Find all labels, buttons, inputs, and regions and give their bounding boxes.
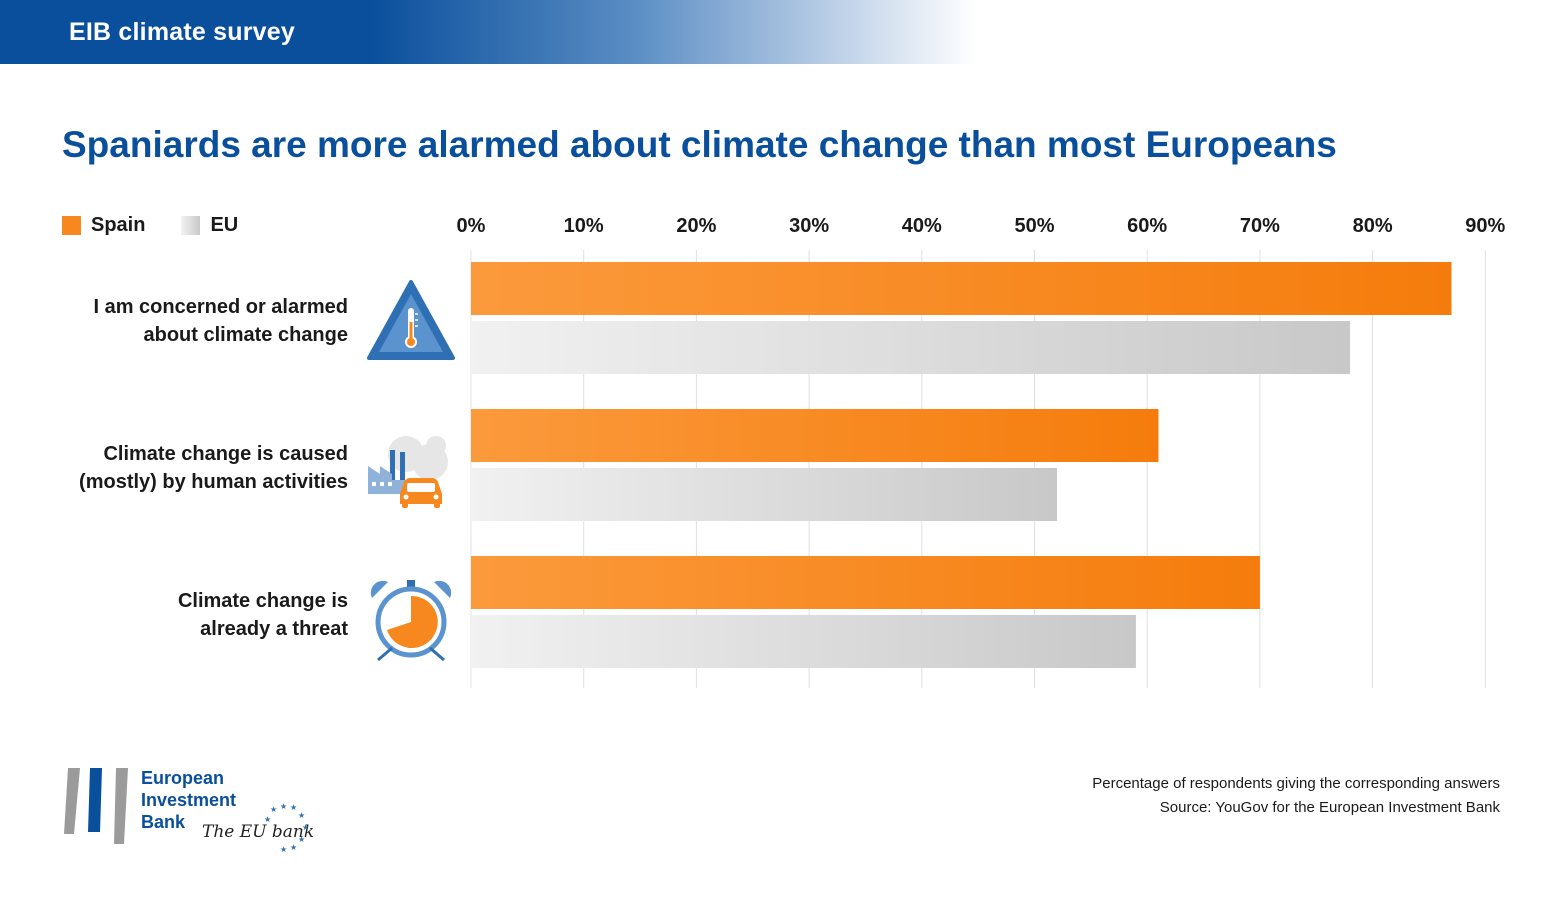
bar-spain bbox=[471, 556, 1260, 609]
bar-spain bbox=[471, 409, 1159, 462]
legend-label-eu: EU bbox=[210, 213, 239, 236]
eu-stars-icon: ★ ★ ★ ★★★ ★★★ bbox=[264, 802, 309, 854]
x-tick-labels: 0% 10% 20% 30% 40% 50% 60% 70% 80% 90% bbox=[457, 215, 1506, 237]
x-tick-label: 40% bbox=[902, 215, 942, 237]
row-label-threat: Climate change is already a threat bbox=[28, 587, 348, 643]
x-tick-label: 10% bbox=[564, 215, 604, 237]
x-tick-label: 60% bbox=[1127, 215, 1167, 237]
svg-text:★: ★ bbox=[290, 843, 297, 852]
x-tick-label: 30% bbox=[789, 215, 829, 237]
x-tick-label: 70% bbox=[1240, 215, 1280, 237]
bar-eu bbox=[471, 321, 1351, 374]
x-tick-label: 20% bbox=[676, 215, 716, 237]
eib-logo-mark-icon bbox=[64, 768, 128, 844]
footnote-source: Source: YouGov for the European Investme… bbox=[1159, 799, 1500, 816]
svg-text:★: ★ bbox=[280, 802, 287, 811]
svg-text:★: ★ bbox=[290, 803, 297, 812]
row-label-line: Climate change is caused bbox=[103, 443, 348, 465]
row-label-line: Climate change is bbox=[177, 590, 348, 612]
x-tick-label: 90% bbox=[1465, 215, 1505, 237]
x-tick-label: 80% bbox=[1353, 215, 1393, 237]
row-label-line: already a threat bbox=[200, 618, 348, 640]
legend-item-spain: Spain bbox=[62, 214, 145, 237]
bar-spain bbox=[471, 262, 1452, 315]
legend-item-eu: EU bbox=[181, 214, 238, 237]
svg-text:★: ★ bbox=[270, 805, 277, 814]
x-tick-label: 50% bbox=[1014, 215, 1054, 237]
svg-text:★: ★ bbox=[298, 811, 305, 820]
bar-eu bbox=[471, 615, 1136, 668]
row-label-line: (mostly) by human activities bbox=[79, 471, 348, 493]
footnote-description: Percentage of respondents giving the cor… bbox=[1092, 775, 1500, 792]
row-label-line: about climate change bbox=[143, 324, 349, 346]
header-band bbox=[0, 0, 975, 64]
logo-text-investment: Investment bbox=[141, 790, 237, 810]
row-label-concerned: I am concerned or alarmed about climate … bbox=[28, 293, 348, 349]
x-tick-label: 0% bbox=[457, 215, 486, 237]
header-title: EIB climate survey bbox=[69, 18, 295, 46]
bar-eu bbox=[471, 468, 1058, 521]
row-label-line: I am concerned or alarmed bbox=[93, 296, 348, 318]
row-label-human-caused: Climate change is caused (mostly) by hum… bbox=[28, 440, 348, 496]
factory-car-pollution-icon bbox=[368, 436, 448, 508]
chart-legend: Spain EU bbox=[62, 212, 274, 238]
svg-text:★: ★ bbox=[298, 835, 305, 844]
legend-swatch-spain bbox=[62, 215, 81, 235]
svg-text:★: ★ bbox=[264, 815, 271, 824]
svg-text:★: ★ bbox=[302, 823, 309, 832]
logo-text-bank: Bank bbox=[141, 812, 186, 832]
svg-text:★: ★ bbox=[280, 845, 287, 854]
page-title: Spaniards are more alarmed about climate… bbox=[62, 124, 1337, 165]
legend-swatch-eu bbox=[181, 215, 201, 235]
bars bbox=[471, 262, 1452, 668]
legend-label-spain: Spain bbox=[91, 213, 146, 236]
logo-text-european: European bbox=[141, 768, 225, 788]
alarm-clock-icon bbox=[370, 580, 452, 662]
thermometer-warning-icon bbox=[367, 280, 455, 360]
logo-tagline: The EU bank bbox=[202, 822, 315, 842]
